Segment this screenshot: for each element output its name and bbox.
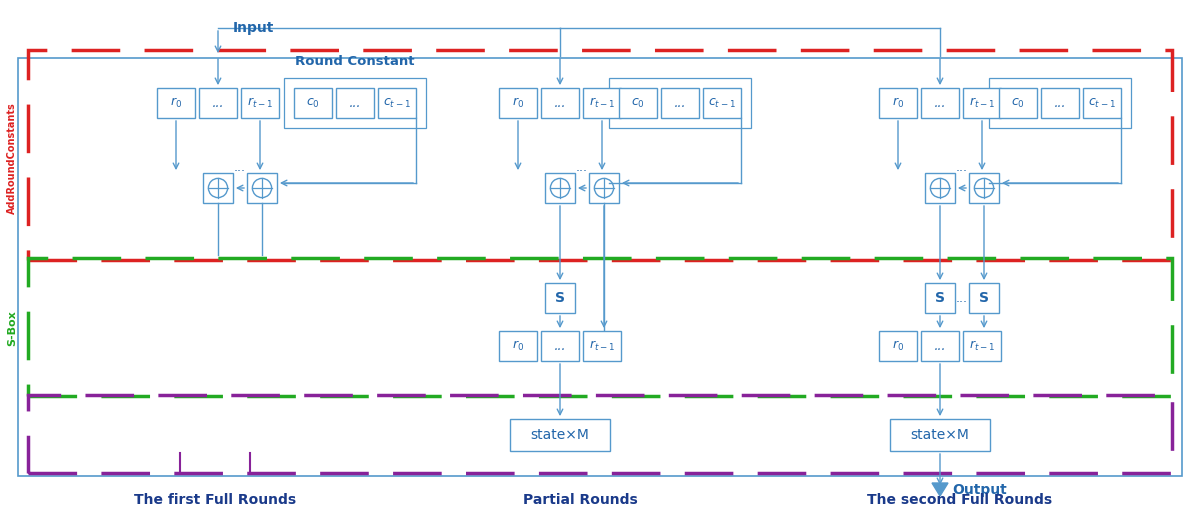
Text: S: S: [935, 291, 946, 305]
Text: $r_0$: $r_0$: [170, 96, 182, 110]
FancyBboxPatch shape: [970, 283, 1000, 313]
FancyBboxPatch shape: [336, 88, 374, 118]
FancyBboxPatch shape: [545, 173, 575, 203]
FancyBboxPatch shape: [499, 88, 538, 118]
Bar: [18, 58, 1182, 476]
FancyBboxPatch shape: [661, 88, 700, 118]
Text: AddRoundConstants: AddRoundConstants: [7, 102, 17, 214]
Text: S-Box: S-Box: [7, 310, 17, 346]
Text: ...: ...: [349, 96, 361, 109]
FancyBboxPatch shape: [499, 331, 538, 361]
FancyBboxPatch shape: [1084, 88, 1121, 118]
Text: S: S: [979, 291, 989, 305]
Text: Partial Rounds: Partial Rounds: [523, 493, 637, 507]
Text: S: S: [556, 291, 565, 305]
FancyBboxPatch shape: [241, 88, 280, 118]
FancyBboxPatch shape: [157, 88, 196, 118]
Text: ...: ...: [1054, 96, 1066, 109]
Text: Input: Input: [233, 21, 275, 35]
FancyBboxPatch shape: [1000, 88, 1037, 118]
Text: ...: ...: [554, 339, 566, 353]
FancyBboxPatch shape: [510, 419, 610, 451]
Text: $c_0$: $c_0$: [306, 96, 320, 109]
Text: $c_{t-1}$: $c_{t-1}$: [1088, 96, 1116, 109]
Text: $r_{t-1}$: $r_{t-1}$: [589, 96, 616, 110]
Text: Round Constant: Round Constant: [295, 54, 415, 67]
FancyBboxPatch shape: [203, 173, 233, 203]
FancyBboxPatch shape: [964, 88, 1001, 118]
Text: ...: ...: [234, 161, 246, 174]
FancyBboxPatch shape: [294, 88, 332, 118]
FancyBboxPatch shape: [703, 88, 742, 118]
FancyBboxPatch shape: [583, 88, 622, 118]
Text: The first Full Rounds: The first Full Rounds: [134, 493, 296, 507]
Text: ...: ...: [212, 96, 224, 109]
Text: ...: ...: [956, 161, 968, 174]
Bar: [989, 78, 1132, 128]
Text: $r_{t-1}$: $r_{t-1}$: [247, 96, 274, 110]
Text: $c_0$: $c_0$: [631, 96, 644, 109]
Text: $r_{t-1}$: $r_{t-1}$: [968, 96, 995, 110]
Text: ...: ...: [956, 292, 968, 305]
FancyBboxPatch shape: [964, 331, 1001, 361]
Text: $r_{t-1}$: $r_{t-1}$: [589, 339, 616, 353]
FancyBboxPatch shape: [880, 88, 917, 118]
Bar: [610, 78, 751, 128]
Text: $r_0$: $r_0$: [892, 96, 904, 110]
FancyBboxPatch shape: [541, 331, 580, 361]
Text: ...: ...: [934, 96, 946, 109]
FancyBboxPatch shape: [880, 331, 917, 361]
FancyBboxPatch shape: [541, 88, 580, 118]
FancyBboxPatch shape: [199, 88, 238, 118]
Text: $c_{t-1}$: $c_{t-1}$: [708, 96, 736, 109]
FancyBboxPatch shape: [922, 88, 959, 118]
FancyBboxPatch shape: [922, 331, 959, 361]
FancyBboxPatch shape: [890, 419, 990, 451]
Text: $r_0$: $r_0$: [512, 96, 524, 110]
Bar: [284, 78, 426, 128]
Polygon shape: [932, 483, 948, 496]
Text: ...: ...: [674, 96, 686, 109]
FancyBboxPatch shape: [583, 331, 622, 361]
Text: $r_{t-1}$: $r_{t-1}$: [968, 339, 995, 353]
Bar: [28, 395, 1172, 473]
FancyBboxPatch shape: [545, 283, 575, 313]
FancyBboxPatch shape: [925, 283, 955, 313]
Text: ...: ...: [934, 339, 946, 353]
Bar: [28, 258, 1172, 396]
Text: The second Full Rounds: The second Full Rounds: [868, 493, 1052, 507]
FancyBboxPatch shape: [619, 88, 658, 118]
Text: state×M: state×M: [530, 428, 589, 442]
FancyBboxPatch shape: [925, 173, 955, 203]
FancyBboxPatch shape: [247, 173, 277, 203]
Text: ...: ...: [576, 161, 588, 174]
Text: Output: Output: [952, 483, 1007, 497]
Text: $c_{t-1}$: $c_{t-1}$: [383, 96, 410, 109]
Text: ...: ...: [554, 96, 566, 109]
Text: $r_0$: $r_0$: [892, 339, 904, 353]
FancyBboxPatch shape: [1042, 88, 1079, 118]
Bar: [28, 50, 1172, 260]
Text: state×M: state×M: [911, 428, 970, 442]
FancyBboxPatch shape: [378, 88, 416, 118]
Text: $c_0$: $c_0$: [1012, 96, 1025, 109]
FancyBboxPatch shape: [970, 173, 1000, 203]
Text: $r_0$: $r_0$: [512, 339, 524, 353]
FancyBboxPatch shape: [589, 173, 619, 203]
